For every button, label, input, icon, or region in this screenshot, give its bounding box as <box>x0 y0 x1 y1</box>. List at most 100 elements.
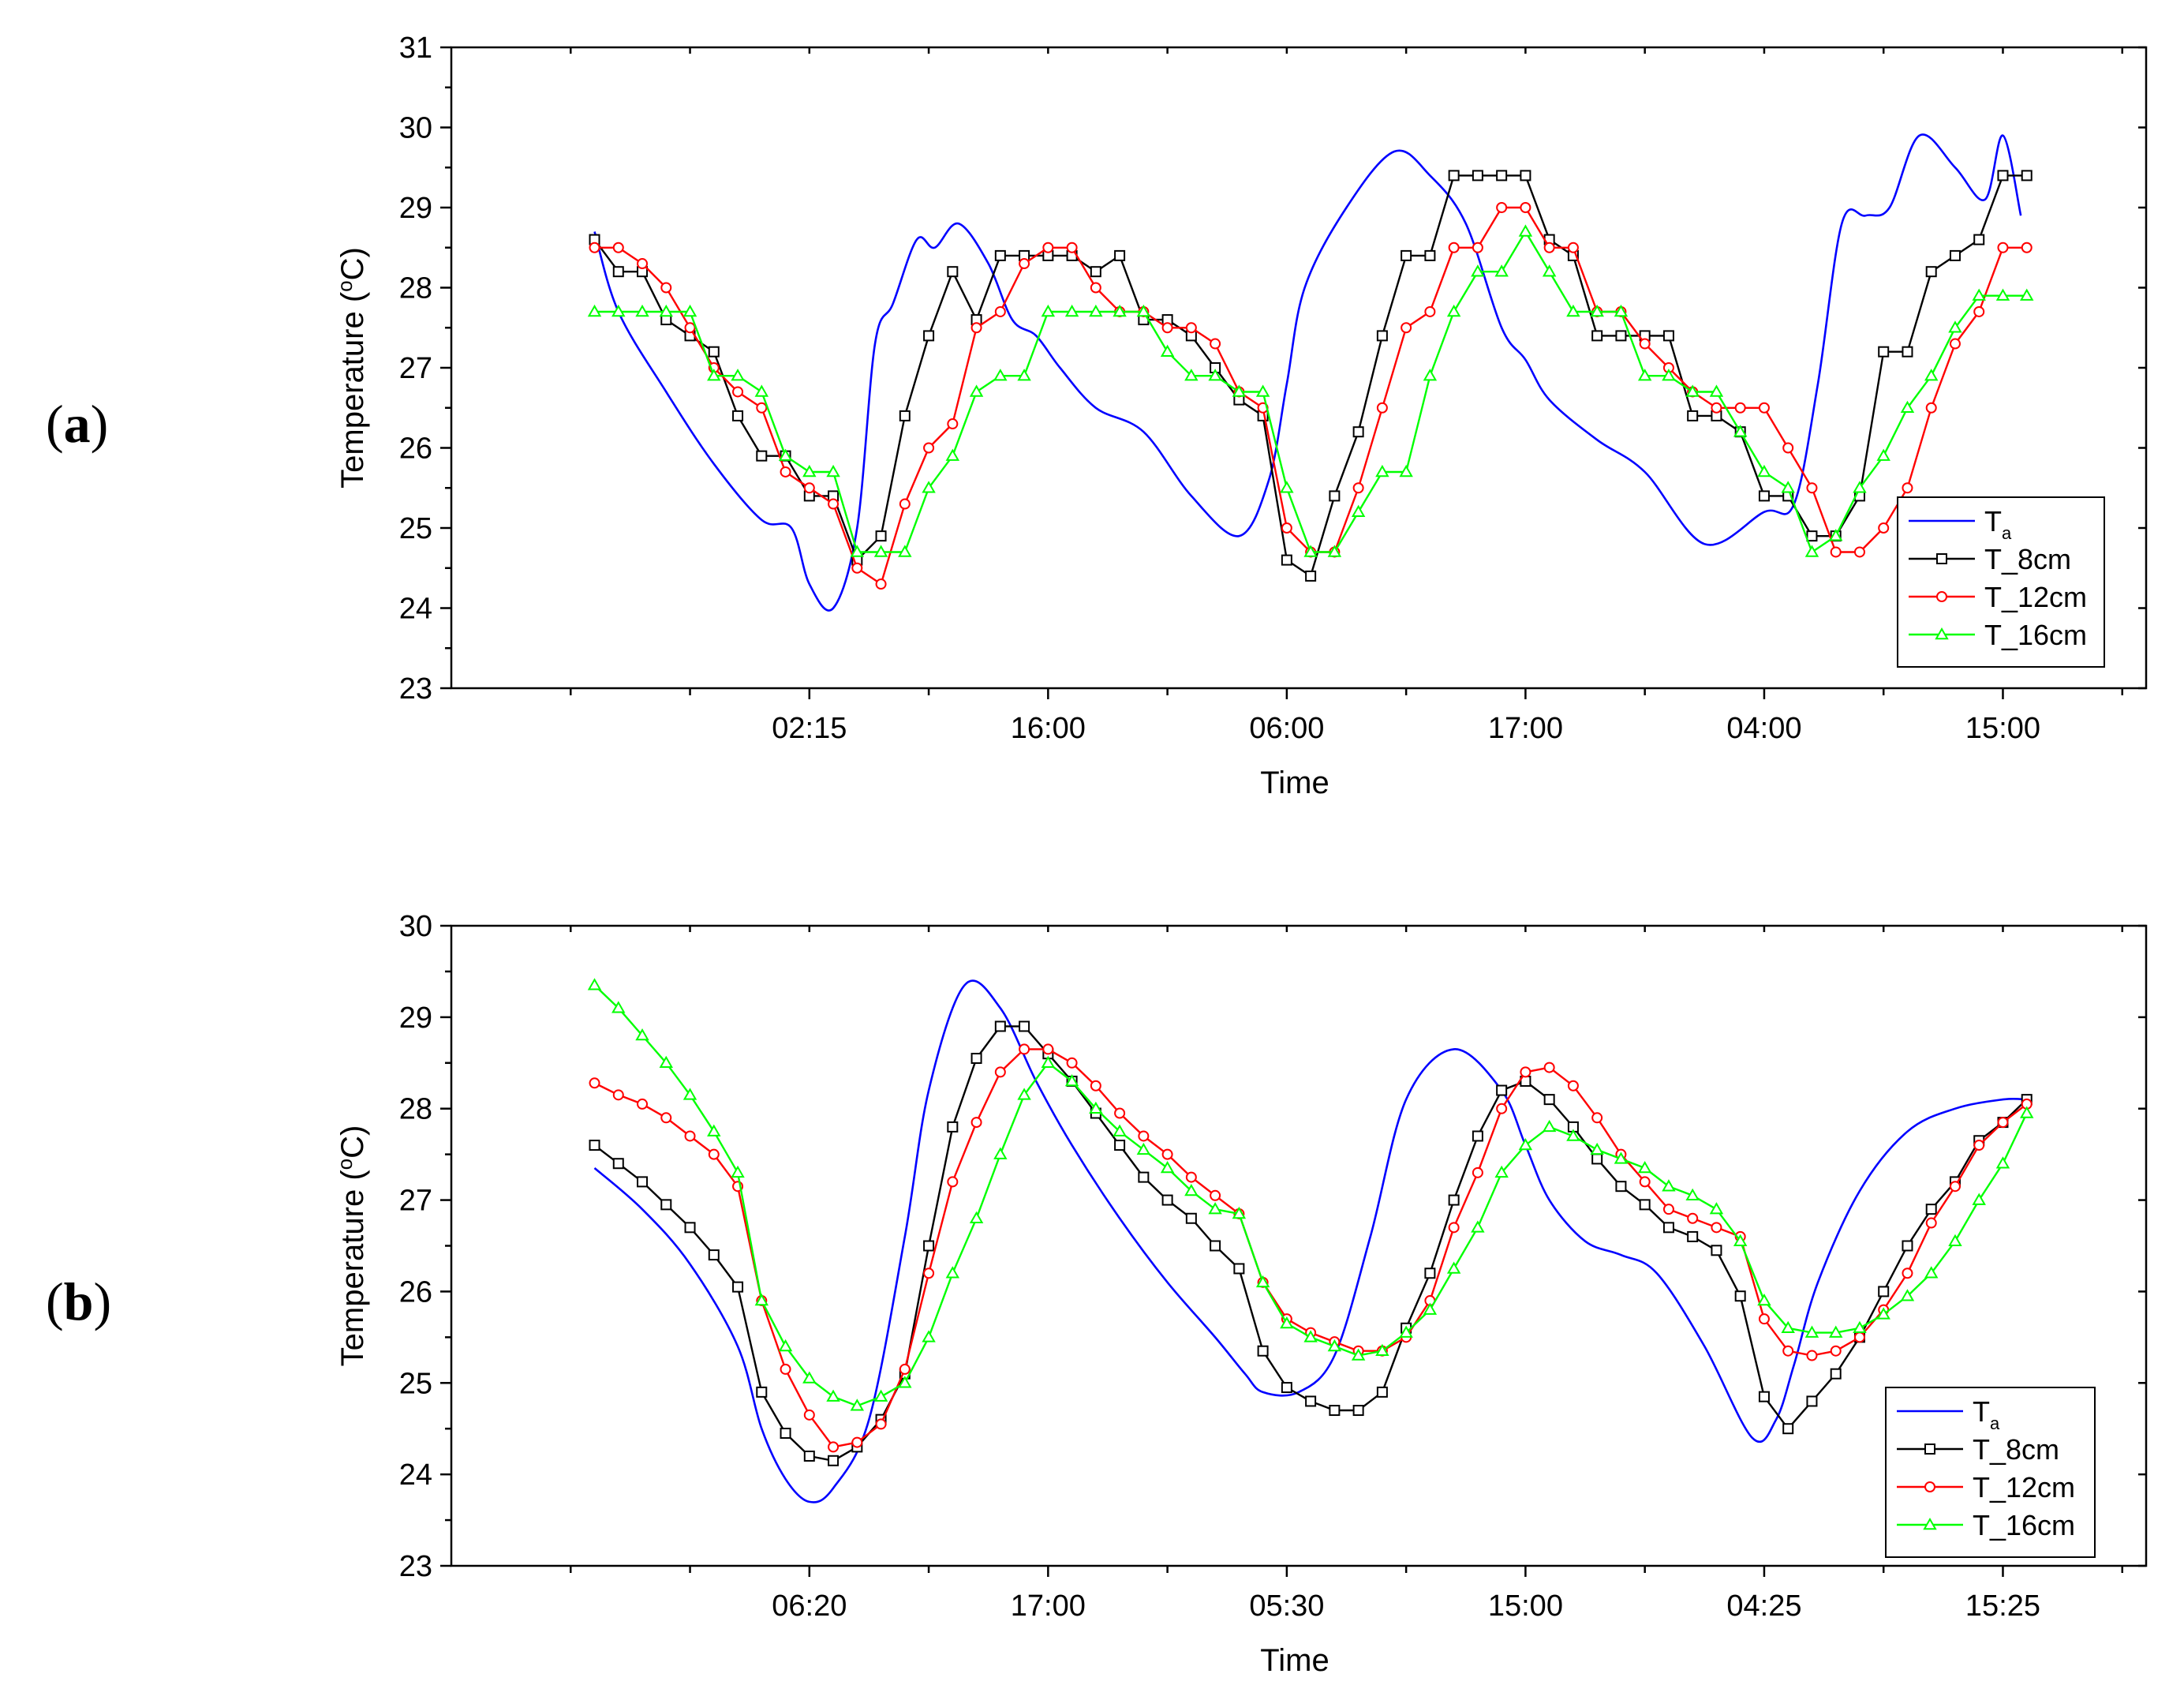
data-point <box>1804 1325 1819 1338</box>
y-tick-label: 31 <box>399 32 432 65</box>
data-point <box>1064 1073 1079 1087</box>
data-point <box>659 1055 674 1069</box>
data-point <box>1208 1202 1222 1215</box>
x-tick-label: 15:00 <box>1965 712 2040 745</box>
data-point <box>1662 1179 1676 1192</box>
data-point <box>899 1363 911 1375</box>
data-point <box>1042 1043 1054 1055</box>
data-point <box>1614 1151 1629 1164</box>
data-point <box>756 450 768 462</box>
data-point <box>898 1376 912 1388</box>
data-point <box>1375 464 1389 477</box>
data-point <box>1424 1267 1436 1279</box>
data-point <box>1446 1261 1461 1274</box>
data-point <box>1520 1066 1531 1078</box>
y-tick-label: 29 <box>399 192 432 225</box>
data-point <box>780 1363 791 1375</box>
data-point <box>1973 1140 1985 1151</box>
legend-marker <box>1936 591 1947 602</box>
x-tick-label: 06:20 <box>772 1590 847 1623</box>
data-point <box>1637 369 1652 381</box>
data-point <box>1518 224 1533 237</box>
data-point <box>970 1052 982 1064</box>
data-point <box>1281 554 1292 566</box>
data-point <box>1327 545 1342 557</box>
x-tick-label: 04:25 <box>1726 1590 1801 1623</box>
data-point <box>1161 322 1173 334</box>
data-point <box>1303 545 1318 557</box>
data-point <box>1709 1202 1724 1215</box>
data-point <box>1925 1217 1937 1229</box>
data-point <box>1160 1161 1175 1174</box>
series-T_8cm <box>589 1020 2033 1466</box>
data-point <box>1472 170 1483 182</box>
data-point <box>1687 1230 1699 1242</box>
data-point <box>1615 1181 1627 1193</box>
x-tick-label: 15:25 <box>1965 1590 2040 1623</box>
legend-label: T_16cm <box>1984 619 2087 651</box>
data-point <box>994 1066 1006 1078</box>
legend-marker <box>1923 1517 1937 1530</box>
data-point <box>1781 1320 1795 1334</box>
data-point <box>1878 346 1890 358</box>
data-point <box>1733 1234 1748 1246</box>
data-point <box>612 266 624 278</box>
data-point <box>611 304 626 317</box>
data-point <box>1042 242 1054 253</box>
panel-label: (b) <box>46 1271 111 1331</box>
y-tick-label: 27 <box>399 1185 432 1218</box>
data-point <box>611 1001 626 1013</box>
data-point <box>1471 1220 1485 1233</box>
data-point <box>1232 384 1247 397</box>
legend-box <box>1885 1387 2096 1558</box>
data-point <box>612 242 624 253</box>
y-tick-label: 23 <box>399 672 432 706</box>
data-point <box>1878 1286 1890 1297</box>
series-line <box>593 174 2027 578</box>
data-point <box>1017 1088 1031 1100</box>
series-line <box>593 979 2027 1503</box>
data-point <box>1496 1084 1508 1096</box>
data-point <box>1448 1194 1460 1206</box>
data-point <box>1662 369 1676 381</box>
data-point <box>2020 288 2034 301</box>
data-point <box>1161 1194 1173 1206</box>
data-point <box>1329 490 1341 502</box>
data-point <box>899 498 911 510</box>
data-point <box>1925 266 1937 278</box>
x-tick-label: 05:30 <box>1249 1590 1324 1623</box>
data-point <box>660 282 672 294</box>
data-point <box>1281 522 1292 534</box>
data-point <box>1255 384 1270 397</box>
data-point <box>994 249 1006 261</box>
legend-label: T_8cm <box>1984 543 2071 575</box>
data-point <box>684 1130 696 1142</box>
data-point <box>803 1450 815 1462</box>
series-line <box>593 1048 2028 1448</box>
data-point <box>1089 304 1103 317</box>
data-point <box>778 1339 793 1352</box>
data-point <box>1424 249 1436 261</box>
data-point <box>1830 546 1842 558</box>
y-tick-label: 24 <box>399 593 432 626</box>
data-point <box>1471 264 1485 277</box>
x-axis-title: Time <box>1260 766 1329 800</box>
data-point <box>1830 1368 1842 1380</box>
data-point <box>780 466 791 477</box>
data-point <box>1208 369 1222 381</box>
panel-label: (a) <box>46 394 108 454</box>
data-point <box>635 1028 649 1041</box>
data-point <box>1590 1142 1604 1155</box>
data-point <box>612 1089 624 1101</box>
legend-label: Ta <box>1984 505 2012 543</box>
data-point <box>1806 482 1818 494</box>
data-point <box>1637 1161 1652 1174</box>
data-point <box>1900 400 1915 413</box>
data-point <box>1185 1171 1197 1183</box>
data-point <box>756 402 768 414</box>
data-point <box>1138 1130 1150 1142</box>
y-axis-title: Temperature (oC) <box>333 1125 370 1367</box>
data-point <box>637 1176 649 1188</box>
data-point <box>923 330 935 342</box>
series-T_a <box>593 133 2022 612</box>
